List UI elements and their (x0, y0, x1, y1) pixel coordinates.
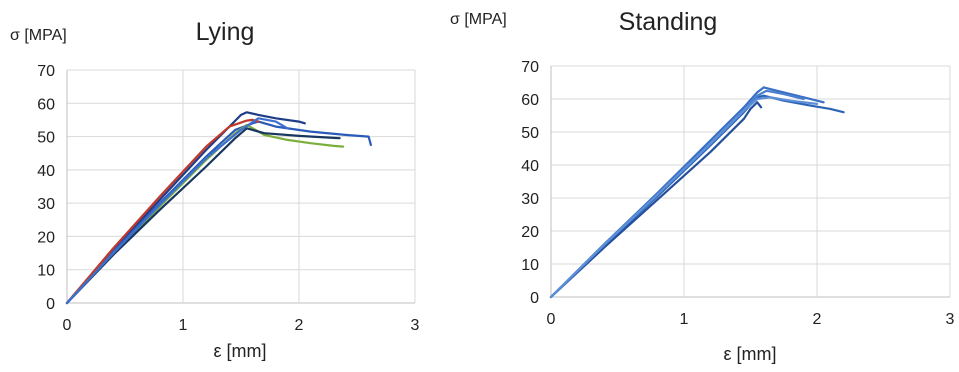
y-tick-label: 10 (37, 263, 55, 280)
series-lines (65, 111, 372, 305)
y-tick-label: 10 (521, 257, 539, 274)
x-axis-label: ε [mm] (213, 341, 266, 361)
x-tick-label: 1 (680, 311, 689, 328)
x-axis-label: ε [mm] (723, 344, 776, 364)
y-tick-label: 60 (37, 96, 55, 113)
series-line-5 (65, 127, 341, 305)
chart-standing: Standing σ [MPA] ε [mm] 0102030405060700… (450, 8, 955, 364)
x-tick-label: 3 (411, 317, 420, 334)
x-tick-label: 3 (946, 311, 955, 328)
series-line-2 (65, 120, 372, 305)
gridlines (66, 69, 416, 304)
y-tick-label: 0 (530, 290, 539, 307)
y-tick-label: 0 (46, 296, 55, 313)
y-tick-label: 50 (521, 125, 539, 142)
series-line-3 (65, 118, 260, 305)
chart-title: Lying (196, 18, 255, 46)
y-tick-label: 40 (521, 158, 539, 175)
series-line-1 (65, 111, 306, 305)
y-tick-label: 20 (521, 224, 539, 241)
x-tick-label: 2 (295, 317, 304, 334)
series-line-4 (549, 101, 763, 299)
axis-ticks: 0 10 20 30 40 50 60 70 0 1 2 3 (37, 63, 419, 334)
x-tick-label: 0 (63, 317, 72, 334)
y-tick-label: 20 (37, 229, 55, 246)
axis-ticks: 0 10 20 30 40 50 60 70 0 1 2 3 (521, 59, 954, 328)
y-tick-label: 60 (521, 92, 539, 109)
y-tick-label: 40 (37, 163, 55, 180)
chart-lying: Lying σ [MPA] ε [mm] 0 10 20 30 40 50 60 70 0 1 2 3 (10, 18, 420, 361)
series-line-6 (65, 117, 289, 305)
x-tick-label: 2 (813, 311, 822, 328)
series-lines (549, 86, 845, 299)
y-tick-label: 30 (521, 191, 539, 208)
y-tick-label: 30 (37, 196, 55, 213)
y-axis-label: σ [MPA] (10, 27, 67, 44)
y-tick-label: 50 (37, 130, 55, 147)
x-tick-label: 1 (179, 317, 188, 334)
x-tick-label: 0 (547, 311, 556, 328)
y-axis-label: σ [MPA] (450, 11, 507, 28)
chart-title: Standing (619, 8, 718, 36)
series-line-5 (549, 96, 819, 299)
y-tick-label: 70 (521, 59, 539, 76)
y-tick-label: 70 (37, 63, 55, 80)
